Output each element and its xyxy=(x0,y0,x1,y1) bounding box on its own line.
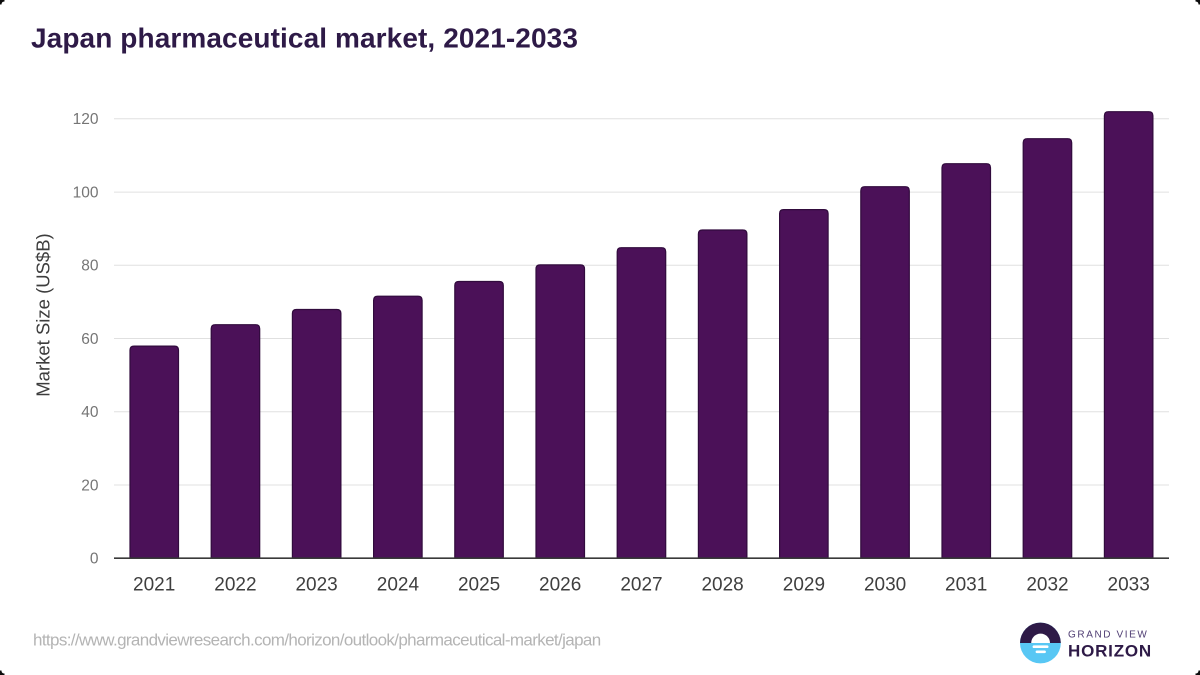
svg-text:2023: 2023 xyxy=(295,575,337,596)
svg-text:2030: 2030 xyxy=(864,575,906,596)
svg-text:2026: 2026 xyxy=(539,575,581,596)
svg-text:80: 80 xyxy=(81,258,99,275)
svg-text:GRAND VIEW: GRAND VIEW xyxy=(1068,630,1148,641)
svg-text:20: 20 xyxy=(81,477,99,494)
svg-text:40: 40 xyxy=(81,404,99,421)
svg-text:2029: 2029 xyxy=(783,575,825,596)
svg-text:https://www.grandviewresearch.: https://www.grandviewresearch.com/horizo… xyxy=(33,630,601,649)
svg-text:Japan pharmaceutical market, 2: Japan pharmaceutical market, 2021-2033 xyxy=(31,23,578,54)
svg-text:2022: 2022 xyxy=(214,575,256,596)
svg-text:60: 60 xyxy=(81,331,99,348)
svg-text:120: 120 xyxy=(73,111,99,128)
svg-text:2031: 2031 xyxy=(945,575,987,596)
svg-text:Market Size (US$B): Market Size (US$B) xyxy=(33,233,54,396)
svg-text:2028: 2028 xyxy=(701,575,743,596)
svg-text:HORIZON: HORIZON xyxy=(1068,641,1152,660)
svg-text:2025: 2025 xyxy=(458,575,500,596)
svg-text:2032: 2032 xyxy=(1026,575,1068,596)
svg-text:100: 100 xyxy=(73,185,99,202)
svg-text:0: 0 xyxy=(90,551,99,568)
svg-text:2024: 2024 xyxy=(377,575,420,596)
svg-text:2021: 2021 xyxy=(133,575,175,596)
svg-text:2033: 2033 xyxy=(1108,575,1150,596)
svg-text:2027: 2027 xyxy=(620,575,662,596)
